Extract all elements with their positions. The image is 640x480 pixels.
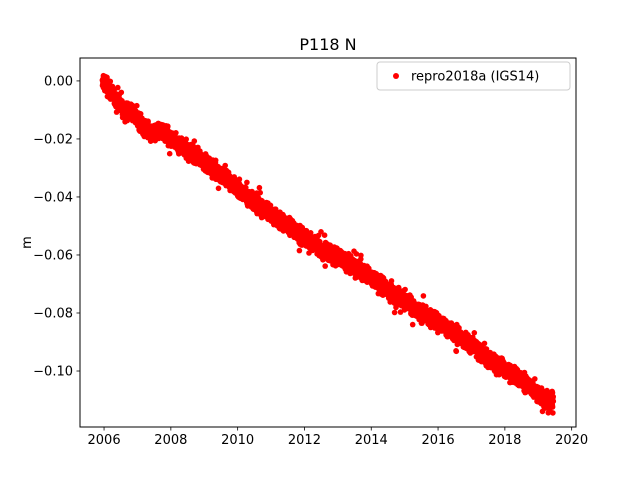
y-tick-label: −0.02 bbox=[33, 132, 73, 147]
data-point bbox=[115, 84, 121, 91]
data-point bbox=[481, 340, 488, 347]
data-point bbox=[307, 230, 314, 236]
data-point bbox=[118, 89, 125, 96]
legend-marker-icon bbox=[393, 73, 399, 79]
data-point bbox=[256, 184, 263, 191]
data-point bbox=[550, 394, 556, 400]
data-point bbox=[388, 278, 395, 284]
data-point bbox=[420, 293, 427, 299]
data-point bbox=[550, 410, 556, 416]
data-point bbox=[134, 102, 140, 109]
x-tick-label: 2014 bbox=[355, 433, 388, 448]
x-tick-label: 2016 bbox=[422, 433, 455, 448]
data-point bbox=[215, 185, 222, 192]
data-point bbox=[409, 321, 416, 328]
y-axis-label: m bbox=[20, 236, 35, 249]
y-tick-label: 0.00 bbox=[44, 74, 73, 89]
data-point bbox=[212, 157, 219, 164]
x-tick-label: 2010 bbox=[221, 433, 254, 448]
x-tick-label: 2006 bbox=[88, 433, 121, 448]
y-tick-label: −0.06 bbox=[33, 248, 73, 263]
data-point bbox=[453, 348, 460, 355]
x-tick-label: 2018 bbox=[488, 433, 521, 448]
x-axis-ticks: 2006 2008 2010 2012 2014 2016 2018 2020 bbox=[88, 427, 588, 448]
data-point bbox=[191, 138, 198, 144]
scatter-series bbox=[99, 72, 557, 416]
data-point bbox=[318, 229, 324, 235]
data-point bbox=[145, 118, 151, 124]
legend: repro2018a (IGS14) bbox=[376, 61, 571, 91]
data-point bbox=[550, 398, 557, 405]
data-point bbox=[165, 123, 171, 129]
data-point bbox=[166, 150, 173, 157]
data-point bbox=[222, 162, 228, 169]
data-point bbox=[391, 309, 398, 316]
data-point bbox=[402, 286, 408, 293]
y-tick-label: −0.04 bbox=[33, 190, 73, 205]
y-tick-label: −0.08 bbox=[33, 306, 73, 321]
data-point bbox=[471, 330, 478, 336]
data-point bbox=[395, 284, 402, 291]
data-point bbox=[321, 232, 328, 238]
data-point bbox=[358, 252, 364, 259]
y-axis-ticks: 0.00 −0.02 −0.04 −0.06 −0.08 −0.10 bbox=[33, 74, 80, 380]
data-point bbox=[532, 376, 538, 382]
legend-box bbox=[376, 61, 571, 91]
data-point-outlier bbox=[296, 247, 303, 254]
x-tick-label: 2012 bbox=[288, 433, 321, 448]
data-point bbox=[137, 111, 144, 117]
data-point bbox=[549, 404, 556, 410]
data-point bbox=[353, 251, 360, 257]
data-point bbox=[173, 130, 179, 136]
chart-title: P118 N bbox=[299, 35, 356, 54]
legend-label: repro2018a (IGS14) bbox=[411, 70, 539, 85]
y-tick-label: −0.10 bbox=[33, 365, 73, 380]
data-point bbox=[236, 176, 243, 182]
data-point bbox=[183, 136, 189, 142]
data-point bbox=[322, 263, 329, 269]
x-tick-label: 2008 bbox=[154, 433, 187, 448]
data-point bbox=[107, 78, 114, 85]
data-point bbox=[244, 179, 250, 186]
axes-frame bbox=[79, 57, 577, 428]
data-point bbox=[257, 189, 264, 196]
x-tick-label: 2020 bbox=[555, 433, 588, 448]
data-point-outlier bbox=[507, 379, 513, 386]
